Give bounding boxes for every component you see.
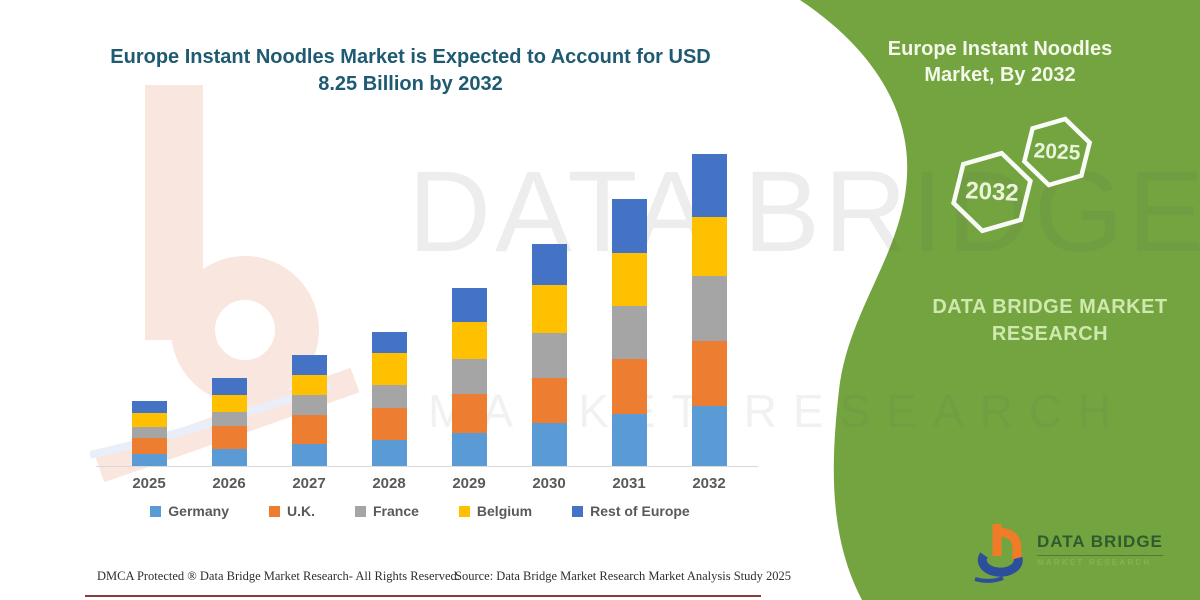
bar-segment-belgium: [131, 413, 167, 428]
bar-2031: [611, 198, 647, 467]
bar-segment-rest-of-europe: [211, 377, 247, 396]
legend-item-france: France: [354, 503, 419, 519]
bar-segment-france: [131, 427, 167, 439]
x-axis-label-2028: 2028: [372, 475, 406, 492]
footer-dmca-text: DMCA Protected ® Data Bridge Market Rese…: [97, 569, 460, 583]
bar-segment-rest-of-europe: [611, 198, 647, 253]
bar-segment-rest-of-europe: [691, 153, 727, 217]
bar-segment-france: [691, 276, 727, 342]
bar-segment-belgium: [211, 395, 247, 413]
bar-segment-france: [291, 395, 327, 416]
bar-segment-rest-of-europe: [531, 243, 567, 285]
legend-label-germany: Germany: [168, 503, 229, 519]
footer-divider-line: [85, 595, 761, 597]
legend-item-belgium: Belgium: [458, 503, 533, 519]
data-bridge-logo: DATA BRIDGE MARKET RESEARCH: [973, 522, 1163, 584]
bar-segment-belgium: [451, 321, 487, 359]
bar-segment-u-k: [131, 438, 167, 455]
legend-item-germany: Germany: [150, 503, 229, 519]
logo-text-block: DATA BRIDGE MARKET RESEARCH: [1037, 532, 1163, 567]
bar-segment-germany: [691, 405, 727, 467]
x-axis-label-2027: 2027: [292, 475, 326, 492]
bar-segment-rest-of-europe: [371, 332, 407, 354]
logo-name: DATA BRIDGE: [1037, 532, 1163, 551]
bar-segment-u-k: [691, 341, 727, 406]
bar-segment-germany: [291, 443, 327, 467]
bar-segment-germany: [451, 432, 487, 467]
x-axis-label-2025: 2025: [132, 475, 166, 492]
bar-segment-france: [611, 305, 647, 359]
legend-item-rest-of-europe: Rest of Europe: [572, 503, 690, 519]
chart-legend: Germany U.K. France Belgium Rest of Europe: [90, 503, 750, 519]
bar-segment-u-k: [291, 415, 327, 444]
bar-2030: [531, 243, 567, 467]
hexagon-2032-label: 2032: [965, 177, 1020, 207]
hexagon-2025-label: 2025: [1033, 139, 1081, 164]
x-axis-line: [96, 466, 758, 467]
data-bridge-b-icon: [974, 524, 1023, 583]
footer-source-text: Source: Data Bridge Market Research Mark…: [455, 569, 792, 583]
bar-segment-france: [211, 412, 247, 427]
bar-segment-u-k: [211, 426, 247, 450]
bar-2026: [211, 377, 247, 467]
chart-title-line1: Europe Instant Noodles Market is Expecte…: [110, 46, 711, 68]
bar-2025: [131, 401, 167, 467]
bar-segment-u-k: [611, 358, 647, 414]
bar-segment-germany: [611, 413, 647, 467]
bar-2028: [371, 332, 407, 467]
chart-title: Europe Instant Noodles Market is Expecte…: [88, 44, 733, 98]
x-axis-label-2029: 2029: [452, 475, 486, 492]
bar-segment-germany: [531, 423, 567, 467]
legend-label-rest-of-europe: Rest of Europe: [590, 503, 690, 519]
legend-label-u-k: U.K.: [286, 503, 315, 519]
bar-segment-france: [451, 358, 487, 394]
bar-2027: [291, 354, 327, 467]
bar-segment-u-k: [371, 408, 407, 441]
x-axis-label-2031: 2031: [612, 475, 646, 492]
x-axis-label-2030: 2030: [532, 475, 566, 492]
legend-swatch-u-k: [268, 505, 280, 517]
logo-subtitle: MARKET RESEARCH: [1037, 555, 1163, 567]
panel-brand-text: DATA BRIDGE MARKET RESEARCH: [932, 296, 1168, 345]
hexagon-2025: [1021, 116, 1093, 188]
bar-segment-germany: [211, 449, 247, 467]
legend-swatch-france: [354, 505, 366, 517]
bar-segment-belgium: [531, 284, 567, 333]
bar-segment-belgium: [611, 252, 647, 306]
bar-segment-belgium: [691, 216, 727, 277]
bar-segment-u-k: [451, 393, 487, 433]
bar-segment-rest-of-europe: [291, 354, 327, 375]
bar-segment-rest-of-europe: [131, 401, 167, 414]
legend-item-u-k: U.K.: [268, 503, 315, 519]
bar-segment-belgium: [371, 353, 407, 386]
legend-swatch-germany: [150, 505, 162, 517]
chart-title-line2: 8.25 Billion by 2032: [318, 73, 503, 95]
side-panel-title-line1: Europe Instant Noodles: [887, 38, 1113, 60]
x-axis-label-2026: 2026: [212, 475, 246, 492]
side-panel-title-line2: Market, By 2032: [924, 64, 1076, 86]
bar-segment-rest-of-europe: [451, 287, 487, 322]
hexagon-2032: [951, 150, 1033, 234]
bar-segment-france: [371, 385, 407, 409]
bar-2029: [451, 287, 487, 467]
legend-swatch-rest-of-europe: [572, 505, 584, 517]
x-axis-label-2032: 2032: [692, 475, 726, 492]
bar-segment-u-k: [531, 377, 567, 423]
bar-2032: [691, 153, 727, 467]
legend-label-belgium: Belgium: [476, 503, 533, 519]
side-panel-title: Europe Instant Noodles Market, By 2032: [850, 36, 1150, 88]
bar-segment-france: [531, 332, 567, 378]
bar-segment-germany: [371, 440, 407, 467]
legend-label-france: France: [372, 503, 419, 519]
plot-area: 2025 2026 2027 2028 2029 2030 2031 2032: [108, 139, 758, 492]
legend-swatch-belgium: [458, 505, 470, 517]
bar-segment-belgium: [291, 374, 327, 396]
